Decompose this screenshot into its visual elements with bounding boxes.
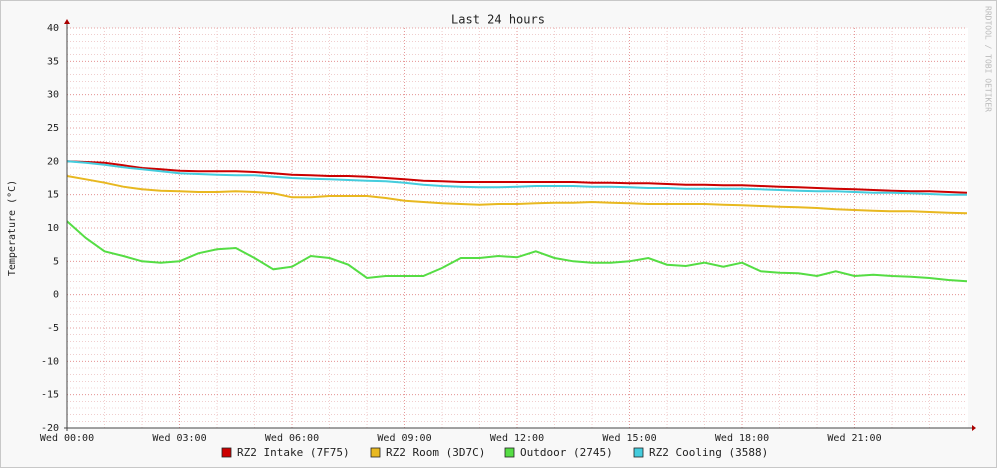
x-tick-label: Wed 03:00 xyxy=(152,433,206,444)
y-tick-label: -15 xyxy=(41,390,59,401)
series-line xyxy=(66,220,968,283)
x-tick-label: Wed 12:00 xyxy=(490,433,544,444)
legend-swatch xyxy=(221,447,232,458)
legend-label: RZ2 Intake (7F75) xyxy=(237,446,350,459)
chart-title: Last 24 hours xyxy=(451,13,545,27)
legend-label: RZ2 Room (3D7C) xyxy=(386,446,485,459)
y-tick-label: 15 xyxy=(47,190,59,201)
legend-swatch xyxy=(633,447,644,458)
y-tick-label: 20 xyxy=(47,156,59,167)
y-tick-label: -10 xyxy=(41,356,59,367)
legend-label: Outdoor (2745) xyxy=(520,446,613,459)
series-line xyxy=(66,160,968,194)
y-tick-label: 0 xyxy=(53,290,59,301)
legend-swatch xyxy=(370,447,381,458)
series-line xyxy=(66,160,967,196)
series-line xyxy=(66,175,968,215)
legend-label: RZ2 Cooling (3588) xyxy=(649,446,768,459)
watermark: RRDTOOL / TOBI OETIKER xyxy=(984,6,993,112)
y-arrow xyxy=(64,19,70,24)
y-tick-label: 10 xyxy=(47,223,59,234)
x-tick-label: Wed 18:00 xyxy=(715,433,769,444)
grid xyxy=(66,27,967,429)
y-tick-label: -20 xyxy=(41,423,59,434)
legend: RZ2 Intake (7F75) RZ2 Room (3D7C) Outdoor … xyxy=(221,446,768,459)
x-tick-label: Wed 21:00 xyxy=(827,433,881,444)
y-tick-label: 25 xyxy=(47,123,59,134)
x-tick-label: Wed 06:00 xyxy=(265,433,319,444)
x-tick-label: Wed 00:00 xyxy=(40,433,94,444)
x-tick-label: Wed 15:00 xyxy=(602,433,656,444)
y-tick-label: 35 xyxy=(47,56,59,67)
x-tick-label: Wed 09:00 xyxy=(377,433,431,444)
y-tick-label: 40 xyxy=(47,23,59,34)
y-tick-label: 5 xyxy=(53,256,59,267)
y-tick-label: -5 xyxy=(47,323,59,334)
y-axis-label: Temperature (°C) xyxy=(7,180,18,276)
y-tick-label: 30 xyxy=(47,90,59,101)
x-arrow xyxy=(972,425,976,431)
legend-swatch xyxy=(504,447,515,458)
lines xyxy=(66,160,968,283)
